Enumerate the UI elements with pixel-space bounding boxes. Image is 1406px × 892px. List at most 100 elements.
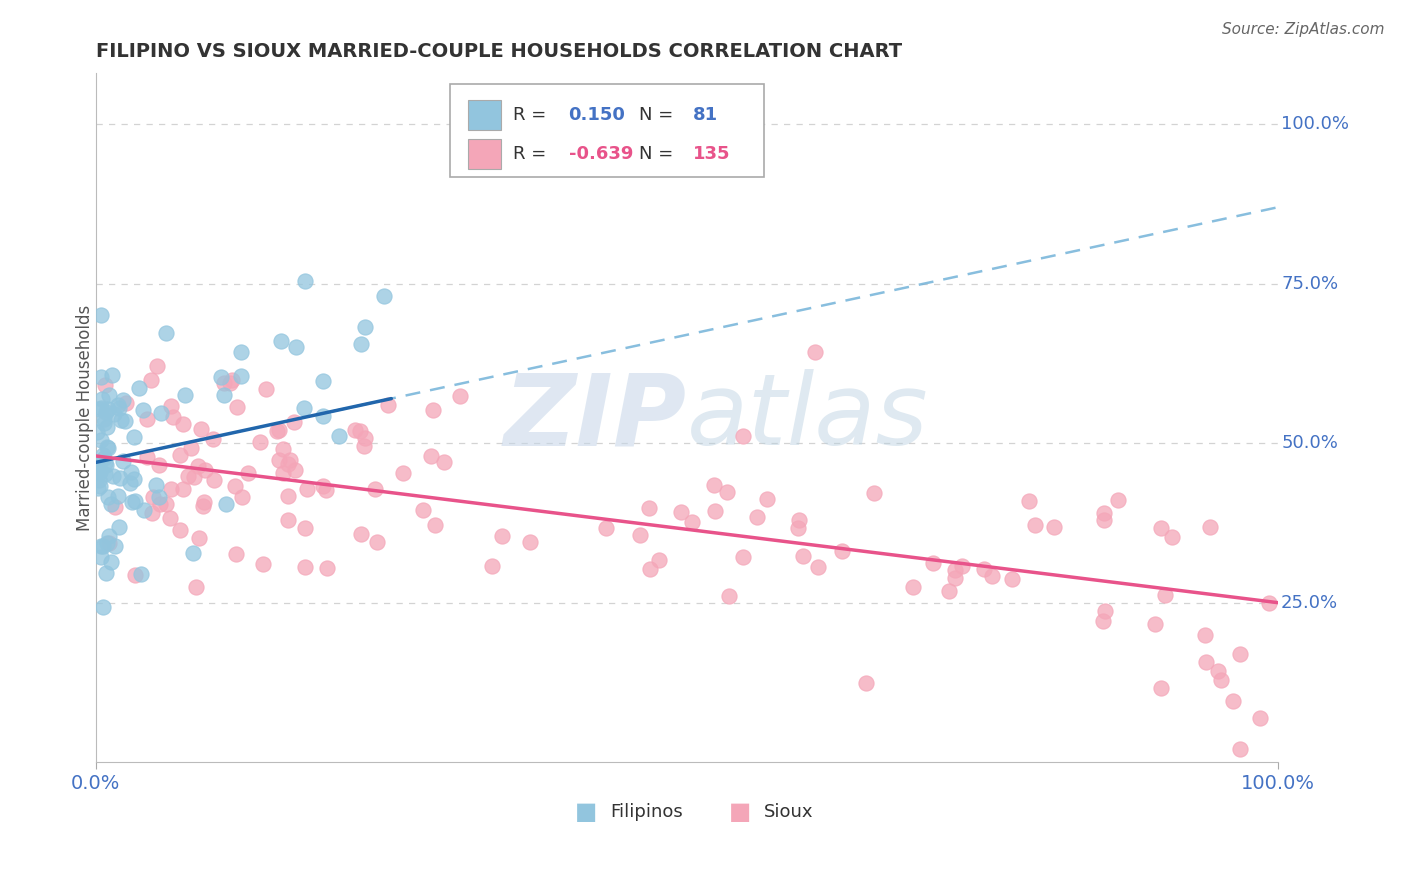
Point (96, 420, 118, 434)
Point (1195, 655, 1218, 669)
Point (669, 505, 692, 519)
Point (155, 326, 177, 341)
Point (100, 555, 122, 569)
Point (187, 531, 209, 545)
Point (787, 521, 810, 535)
Point (1161, 530, 1184, 544)
Point (91, 539, 114, 553)
Point (733, 429, 755, 443)
Point (149, 497, 172, 511)
Point (481, 558, 503, 573)
Point (148, 490, 170, 504)
Text: R =: R = (513, 145, 547, 163)
Point (97, 536, 120, 550)
Point (1092, 506, 1115, 520)
Text: Sioux: Sioux (763, 803, 813, 821)
Point (101, 468, 124, 483)
Text: 100.0%: 100.0% (1281, 115, 1350, 134)
Point (252, 557, 274, 571)
Text: Source: ZipAtlas.com: Source: ZipAtlas.com (1222, 22, 1385, 37)
Point (1198, 520, 1220, 534)
Point (90, 370, 112, 384)
Point (155, 496, 177, 510)
Point (294, 274, 316, 288)
Point (938, 583, 960, 598)
Point (354, 431, 377, 445)
Point (1150, 521, 1173, 535)
Point (638, 562, 661, 576)
Point (93, 451, 115, 466)
Point (350, 526, 373, 541)
Point (107, 398, 129, 412)
Point (703, 478, 725, 492)
Point (110, 413, 132, 427)
Point (312, 478, 335, 492)
Point (792, 549, 814, 564)
Point (315, 560, 337, 574)
Point (186, 580, 208, 594)
Point (254, 382, 277, 396)
Point (194, 463, 217, 477)
Point (159, 511, 181, 525)
Point (423, 518, 446, 533)
Point (134, 503, 156, 517)
Point (312, 409, 335, 423)
Point (180, 441, 202, 455)
Point (681, 515, 703, 529)
Point (1209, 673, 1232, 688)
Point (373, 289, 395, 303)
Text: -0.639: -0.639 (568, 145, 633, 163)
Point (191, 499, 214, 513)
Point (96, 566, 118, 580)
Point (1024, 517, 1046, 532)
Point (89, 463, 111, 477)
Point (1094, 604, 1116, 618)
Point (231, 490, 253, 504)
Point (863, 485, 886, 500)
Bar (468, 139, 501, 169)
Point (91, 599, 114, 614)
Point (160, 400, 183, 414)
Point (491, 529, 513, 543)
Point (97, 402, 120, 417)
Text: ■: ■ (728, 799, 751, 823)
Point (221, 373, 243, 387)
Point (419, 449, 441, 463)
Point (139, 373, 162, 387)
Point (177, 468, 200, 483)
Point (224, 479, 246, 493)
Point (1258, 597, 1281, 611)
Text: N =: N = (640, 145, 673, 163)
Point (108, 520, 131, 534)
Point (350, 337, 373, 351)
Point (187, 459, 209, 474)
Point (638, 501, 661, 516)
Point (193, 495, 215, 509)
Point (277, 513, 299, 527)
Text: 25.0%: 25.0% (1281, 594, 1339, 612)
Point (364, 482, 387, 496)
Point (449, 389, 471, 403)
Point (93, 416, 115, 430)
Point (1092, 513, 1115, 527)
Point (136, 412, 159, 426)
Point (1018, 494, 1040, 508)
Text: ZIP: ZIP (503, 369, 686, 467)
Point (703, 503, 725, 517)
Text: 0.150: 0.150 (568, 106, 626, 124)
Point (104, 500, 127, 515)
Point (716, 485, 738, 500)
Bar (468, 100, 501, 130)
Point (87, 402, 110, 417)
Point (225, 547, 247, 561)
Point (97, 490, 120, 504)
Point (132, 402, 155, 417)
Point (103, 408, 125, 422)
Point (295, 482, 318, 496)
Point (94, 456, 117, 470)
Point (353, 439, 375, 453)
Point (211, 370, 233, 384)
Point (190, 421, 212, 435)
Point (787, 513, 810, 527)
Point (943, 571, 966, 585)
